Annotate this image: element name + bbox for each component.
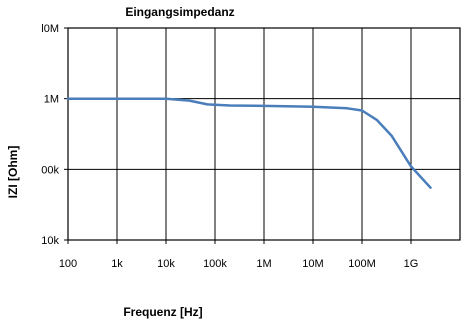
y-tick-label: l0M bbox=[41, 23, 59, 35]
x-tick-label: 100M bbox=[348, 258, 376, 270]
chart-title: Eingangsimpedanz bbox=[125, 5, 234, 19]
x-tick-label: 10M bbox=[302, 258, 323, 270]
x-axis-label: Frequenz [Hz] bbox=[123, 305, 202, 319]
y-tick-label: 10k bbox=[41, 235, 59, 247]
impedance-line bbox=[66, 97, 432, 189]
x-tick-label: 1M bbox=[256, 258, 271, 270]
y-axis-label: IZI [Ohm] bbox=[6, 146, 20, 199]
x-tick-label: 10k bbox=[157, 258, 175, 270]
y-tick-label: 1M bbox=[44, 94, 59, 106]
x-axis-ticks: 100 1k 10k 100k 1M 10M 100M 1G bbox=[59, 240, 419, 270]
x-tick-label: 1k bbox=[111, 258, 123, 270]
x-tick-label: 100 bbox=[59, 258, 77, 270]
x-tick-label: 100k bbox=[203, 258, 227, 270]
x-tick-label: 1G bbox=[404, 258, 419, 270]
series-group bbox=[66, 97, 432, 189]
y-tick-label: 00k bbox=[41, 164, 59, 176]
y-axis-ticks: 10k 00k 1M l0M bbox=[41, 23, 68, 247]
grid-lines bbox=[67, 27, 461, 241]
